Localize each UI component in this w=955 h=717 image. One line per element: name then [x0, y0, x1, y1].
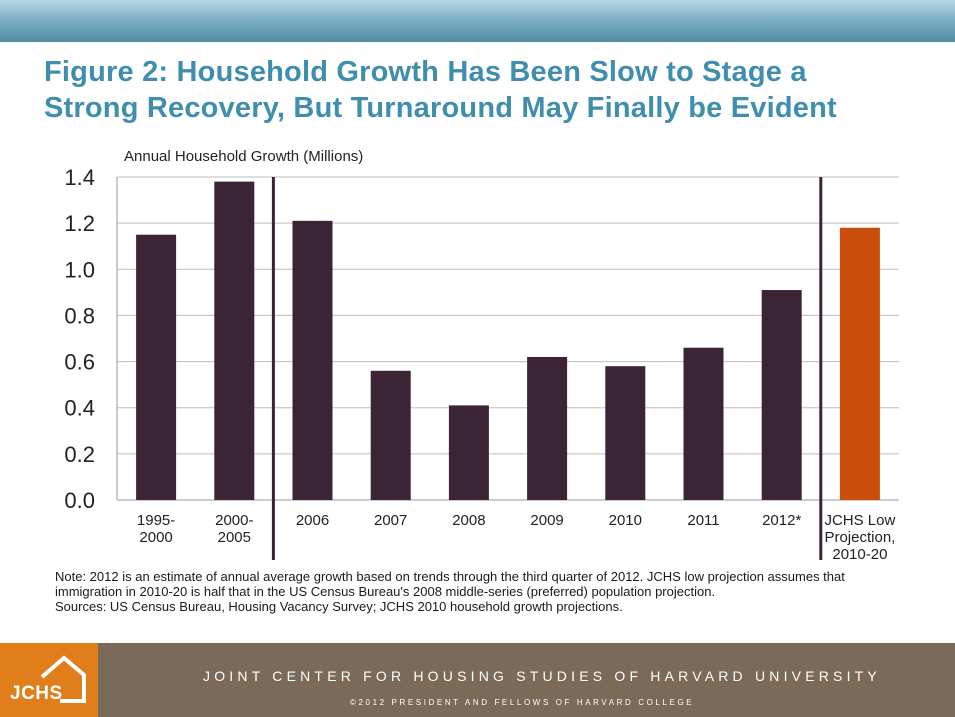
x-tick-label: 2000-2005	[215, 512, 253, 546]
x-tick-label: 1995-2000	[137, 512, 175, 546]
separators	[271, 177, 823, 560]
x-tick-label: 2009	[530, 512, 563, 529]
y-tick-label: 0.2	[64, 442, 95, 467]
bar	[370, 370, 411, 500]
bars	[136, 181, 880, 500]
x-tick-label: JCHS Low Projection, 2010-20	[824, 512, 895, 563]
y-tick-label: 0.4	[64, 396, 95, 421]
title-line-2: Strong Recovery, But Turnaround May Fina…	[44, 92, 837, 124]
logo-text: JCHS	[10, 683, 63, 704]
page-title: Figure 2: Household Growth Has Been Slow…	[44, 54, 944, 126]
x-tick-label: 2011	[687, 512, 719, 529]
y-tick-label: 0.0	[64, 488, 95, 513]
x-tick-label: 2012*	[762, 512, 801, 529]
footer-bar: JCHS JOINT CENTER FOR HOUSING STUDIES OF…	[0, 643, 955, 717]
house-icon	[40, 655, 86, 703]
organization-name: JOINT CENTER FOR HOUSING STUDIES OF HARV…	[203, 668, 881, 684]
x-tick-label: 2006	[296, 512, 329, 529]
bar	[136, 234, 177, 500]
x-tick-label: 2008	[452, 512, 485, 529]
bar	[683, 347, 724, 500]
bar	[527, 356, 568, 500]
y-tick-label: 0.6	[64, 350, 95, 375]
y-tick-label: 1.2	[64, 211, 95, 236]
y-tick-labels: 0.0 0.2 0.4 0.6 0.8 1.0 1.2 1.4	[64, 165, 95, 513]
top-banner	[0, 0, 955, 42]
chart-note: Note: 2012 is an estimate of annual aver…	[55, 569, 915, 614]
sources-text: Sources: US Census Bureau, Housing Vacan…	[55, 599, 623, 614]
bar	[605, 366, 646, 500]
note-text: Note: 2012 is an estimate of annual aver…	[55, 569, 845, 599]
y-tick-label: 1.0	[64, 257, 95, 282]
bar	[839, 227, 880, 500]
y-tick-label: 0.8	[64, 303, 95, 328]
bar	[761, 290, 802, 500]
y-tick-label: 1.4	[64, 165, 95, 190]
bar	[448, 405, 489, 500]
x-tick-label: 2007	[374, 512, 407, 529]
jchs-logo: JCHS	[0, 643, 98, 717]
copyright-text: ©2012 PRESIDENT AND FELLOWS OF HARVARD C…	[350, 698, 695, 707]
title-line-1: Figure 2: Household Growth Has Been Slow…	[44, 56, 807, 88]
bar	[214, 181, 255, 500]
x-tick-labels: 1995-2000 2000-2005 2006 2007 2008 2009 2010 20…	[137, 512, 896, 563]
y-axis-label: Annual Household Growth (Millions)	[124, 148, 363, 165]
bar-chart: Annual Household Growth (Millions) 0.00.…	[64, 148, 899, 563]
x-tick-label: 2010	[609, 512, 642, 529]
bar	[292, 220, 333, 500]
